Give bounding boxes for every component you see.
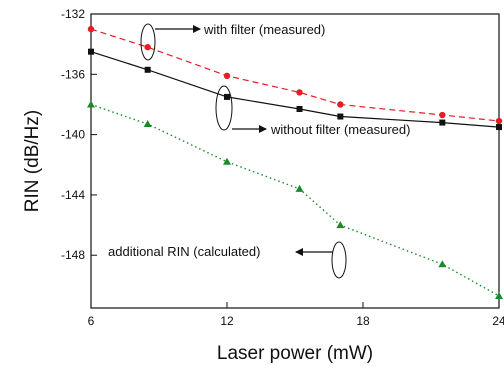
y-tick-label: -136 <box>61 67 85 81</box>
x-tick-label: 18 <box>356 314 370 328</box>
data-point-without_filter <box>144 66 151 73</box>
data-point-with_filter <box>296 89 303 96</box>
x-tick-label: 24 <box>492 314 504 328</box>
data-point-additional_rin <box>223 157 231 165</box>
plot-frame <box>90 13 500 309</box>
annotation-ellipse-with-filter <box>140 23 156 61</box>
annotation-with-filter: with filter (measured) <box>140 22 325 61</box>
data-point-with_filter <box>337 101 344 108</box>
data-point-with_filter <box>439 111 446 119</box>
data-point-with_filter <box>87 25 95 33</box>
ticks-layer: 6 12 18 24 -132 -136 -140 -144 -148 <box>61 7 504 328</box>
data-point-additional_rin <box>87 100 95 108</box>
data-point-with_filter <box>223 72 231 80</box>
data-point-with_filter <box>495 117 503 125</box>
data-point-additional_rin <box>438 260 447 268</box>
data-point-without_filter <box>88 48 94 55</box>
y-tick-label: -132 <box>61 7 85 21</box>
y-tick-label: -140 <box>61 128 85 142</box>
data-point-without_filter <box>496 124 502 131</box>
annotation-ellipse-additional-rin <box>331 241 347 279</box>
annotation-without-filter: without filter (measured) <box>215 85 410 137</box>
data-point-without_filter <box>224 93 230 100</box>
series-line-without_filter <box>90 51 500 128</box>
data-point-without_filter <box>337 113 344 120</box>
x-axis-label: Laser power (mW) <box>217 343 373 364</box>
annotation-ellipse-without-filter <box>215 85 233 131</box>
series-line-with_filter <box>90 28 500 122</box>
x-tick-label: 12 <box>220 314 234 328</box>
data-point-additional_rin <box>495 291 503 299</box>
annotation-label-with-filter: with filter (measured) <box>203 22 325 37</box>
data-point-additional_rin <box>295 184 304 192</box>
annotation-label-without-filter: without filter (measured) <box>270 122 410 137</box>
y-tick-label: -144 <box>61 188 85 202</box>
data-point-with_filter <box>144 43 151 51</box>
x-tick-label: 6 <box>88 314 95 328</box>
data-point-additional_rin <box>143 120 152 128</box>
data-point-additional_rin <box>336 221 345 229</box>
y-axis-label: RIN (dB/Hz) <box>22 110 43 212</box>
series-layer <box>87 25 503 299</box>
data-point-without_filter <box>296 105 303 112</box>
y-tick-label: -148 <box>61 248 85 262</box>
annotation-additional-rin: additional RIN (calculated) <box>108 241 347 279</box>
annotation-label-additional-rin: additional RIN (calculated) <box>108 244 260 259</box>
data-point-without_filter <box>439 119 446 126</box>
